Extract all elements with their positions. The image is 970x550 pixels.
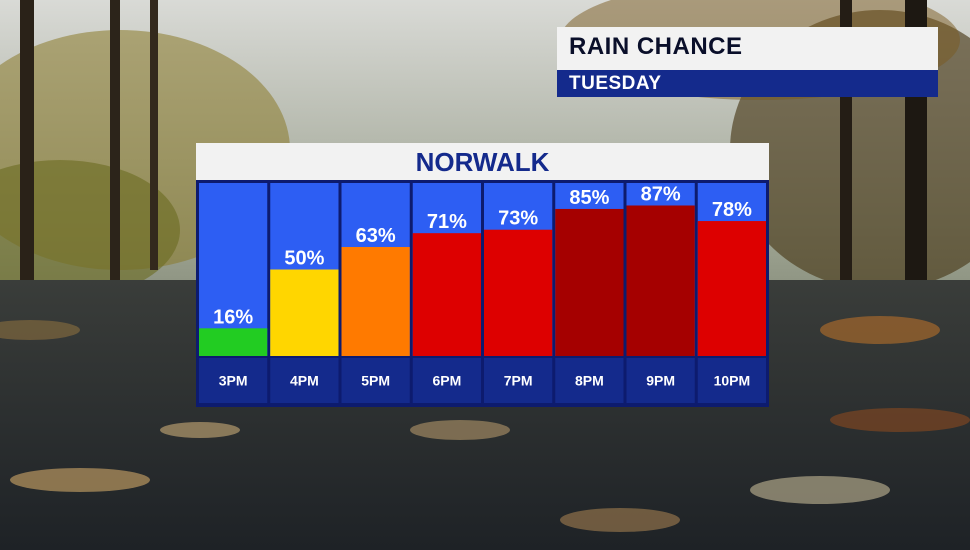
time-label-cell	[697, 358, 766, 403]
title-banner: RAIN CHANCE	[557, 27, 938, 70]
time-label-cell	[270, 358, 339, 403]
value-label: 63%	[356, 225, 396, 247]
value-label: 78%	[712, 199, 752, 221]
value-label: 71%	[427, 211, 467, 233]
time-label: 7PM	[504, 373, 533, 389]
time-label-cell	[626, 358, 695, 403]
value-label: 50%	[284, 248, 324, 270]
time-label-cell	[341, 358, 410, 403]
value-label: 16%	[213, 306, 253, 328]
value-label: 85%	[569, 187, 609, 209]
bar	[341, 247, 410, 356]
day-banner: TUESDAY	[557, 70, 938, 97]
value-label: 87%	[641, 183, 681, 205]
time-label: 8PM	[575, 373, 604, 389]
bar	[555, 208, 624, 356]
time-label-cell	[555, 358, 624, 403]
rain-chance-panel: NORWALK 16% 3PM 50% 4PM 63% 5PM 71% 6PM 73% 7PM 85…	[196, 143, 769, 407]
time-label-cell	[412, 358, 481, 403]
column-background	[199, 183, 268, 356]
value-label: 73%	[498, 208, 538, 230]
bar	[199, 328, 268, 356]
day-label: TUESDAY	[569, 73, 662, 94]
location-name: NORWALK	[415, 147, 550, 177]
rain-chance-chart: 16% 3PM 50% 4PM 63% 5PM 71% 6PM 73% 7PM 85% 8PM 87% 9…	[196, 180, 769, 407]
time-label: 5PM	[361, 373, 390, 389]
time-label: 3PM	[219, 373, 248, 389]
time-label: 4PM	[290, 373, 319, 389]
bar	[626, 205, 695, 356]
time-label-cell	[484, 358, 553, 403]
bar	[697, 221, 766, 356]
bar	[484, 229, 553, 356]
bar	[412, 233, 481, 356]
time-label: 9PM	[646, 373, 675, 389]
chart-title: RAIN CHANCE	[569, 33, 743, 60]
bar	[270, 269, 339, 356]
time-label: 6PM	[432, 373, 461, 389]
time-label: 10PM	[714, 373, 751, 389]
time-label-cell	[199, 358, 268, 403]
location-header: NORWALK	[196, 143, 769, 180]
